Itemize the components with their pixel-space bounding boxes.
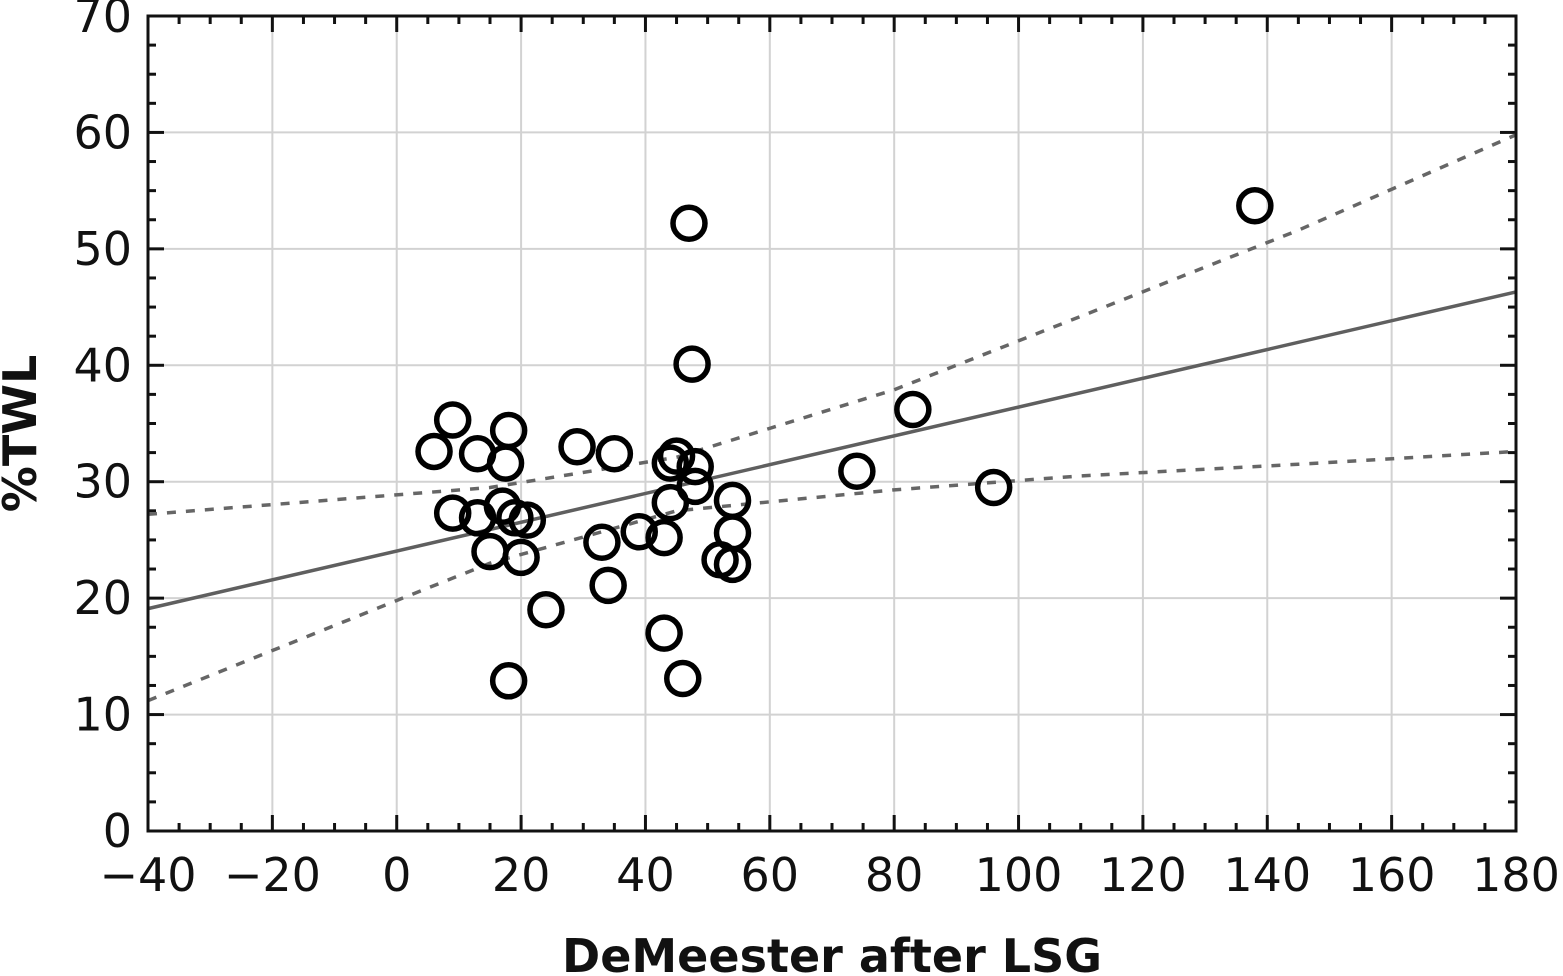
x-tick-label: 80 [865,848,924,902]
x-tick-label: 160 [1348,848,1436,902]
data-point [651,444,690,482]
grid [147,15,1517,832]
x-tick-label: 180 [1472,848,1560,902]
plot-frame [146,14,1518,833]
data-point [645,614,683,652]
data-point [673,345,711,383]
x-tick-label: 100 [975,848,1063,902]
data-point [508,501,547,539]
x-tick-label: 0 [382,848,411,902]
data-point [433,401,472,439]
y-axis-ticks [148,14,1516,833]
x-tick-label: 40 [616,848,675,902]
y-tick-labels: 0 10 20 30 40 50 60 70 [73,0,132,858]
y-tick-label: 70 [73,0,132,43]
data-point [589,566,627,605]
y-tick-label: 60 [73,105,132,159]
data-point [595,435,634,473]
data-point [502,538,540,577]
data-point [433,494,472,532]
data-point [713,481,752,520]
data-point [676,467,714,506]
data-point [713,545,752,584]
regression-line [147,290,1517,611]
data-point [486,444,525,482]
confidence-upper-line [147,133,1517,517]
x-tick-label: 20 [492,848,551,902]
x-tick-label: 140 [1223,848,1311,902]
y-tick-label: 50 [73,222,132,276]
data-point [527,591,565,629]
x-tick-label: 60 [741,848,800,902]
data-point [657,437,696,475]
y-tick-label: 10 [73,688,132,742]
x-tick-labels: −40 −20 0 20 40 60 80 100 120 140 160 180 [99,848,1559,902]
fit-lines [147,133,1517,703]
y-tick-label: 0 [103,804,132,858]
data-point [894,390,932,429]
data-point [713,514,752,552]
data-point [676,447,714,486]
x-tick-label: −20 [224,848,321,902]
data-point [489,662,528,700]
data-point [645,518,683,557]
data-point [415,432,453,471]
y-tick-label: 40 [73,338,132,392]
confidence-lower-line [147,449,1517,703]
y-tick-label: 20 [73,571,132,625]
data-point [558,428,596,466]
x-axis-ticks [146,16,1518,831]
data-point [1236,187,1274,225]
data-point [583,523,621,562]
data-point [974,468,1013,507]
data-point [620,513,658,551]
x-tick-label: 120 [1099,848,1187,902]
data-point [670,204,708,242]
data-points [415,187,1274,700]
data-point [489,411,528,450]
y-tick-label: 30 [73,455,132,509]
y-axis-title: %TWL [0,355,47,513]
data-point [664,659,702,698]
x-tick-label: −40 [99,848,196,902]
x-axis-title: DeMeester after LSG [562,929,1102,976]
data-point [838,452,876,490]
